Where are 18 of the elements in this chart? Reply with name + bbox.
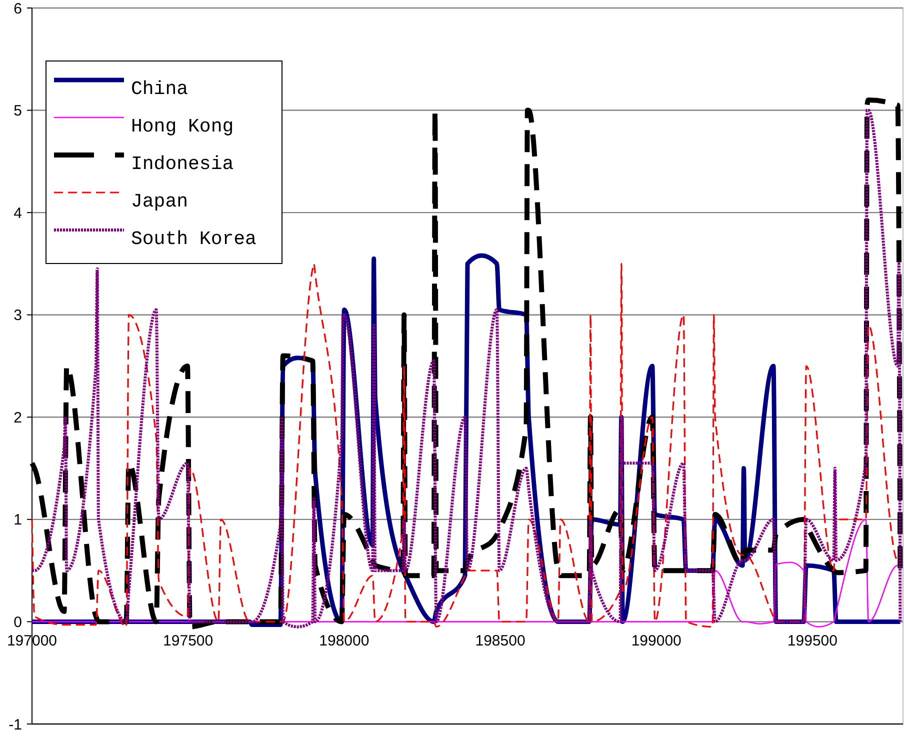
- y-tick-label: 3: [14, 307, 22, 324]
- x-tick-label: 199000: [631, 632, 682, 650]
- legend-label: South Korea: [131, 228, 256, 250]
- x-tick-label: 198500: [475, 632, 526, 650]
- y-tick-label: 0: [14, 614, 22, 631]
- y-tick-label: 2: [14, 409, 22, 426]
- y-tick-label: 1: [14, 512, 22, 529]
- legend-label: China: [131, 78, 188, 100]
- y-tick-label: -1: [8, 716, 22, 734]
- x-tick-label: 198000: [319, 632, 370, 650]
- x-tick-label: 197500: [163, 632, 214, 650]
- legend-label: Hong Kong: [131, 116, 234, 138]
- y-tick-label: 4: [14, 204, 22, 222]
- legend-label: Indonesia: [131, 153, 234, 175]
- x-tick-label: 199500: [787, 632, 838, 650]
- legend-label: Japan: [131, 190, 188, 212]
- y-tick-label: 5: [14, 102, 22, 120]
- y-tick-label: 6: [14, 0, 22, 18]
